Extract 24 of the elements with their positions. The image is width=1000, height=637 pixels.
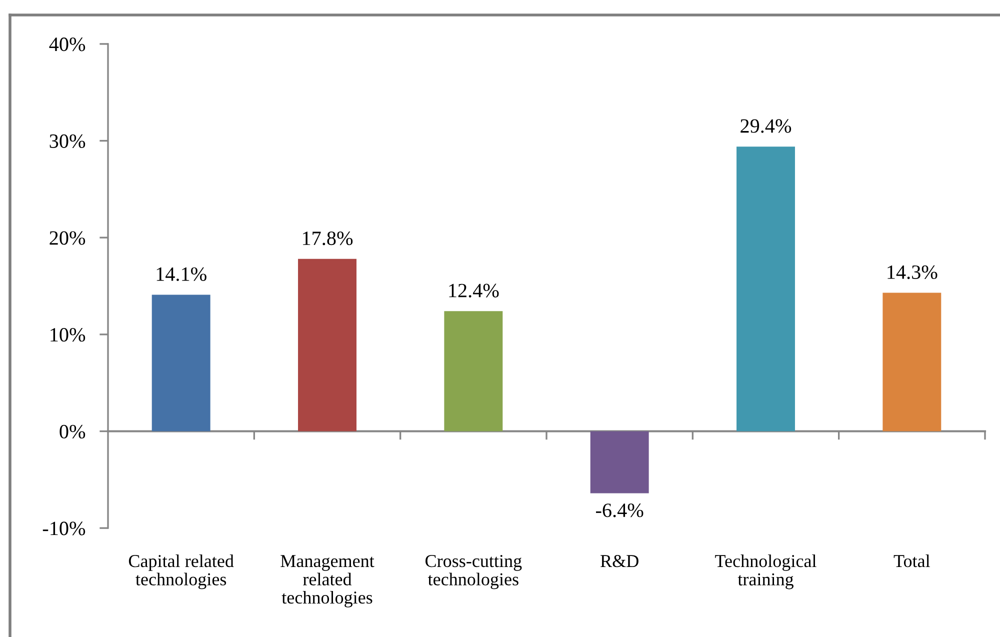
data-label: 14.3% [888, 265, 938, 280]
y-tick-label: 10% [50, 328, 86, 342]
x-tick-label: Total [894, 554, 930, 568]
y-tick-label: 20% [50, 231, 86, 245]
x-tick-label: Capital related technologies [128, 554, 234, 590]
data-label: 12.4% [449, 284, 499, 298]
x-tick-label: Management related technologies [280, 555, 374, 608]
bar [736, 146, 795, 432]
x-tick-label: Technological training [715, 554, 816, 590]
bar [882, 292, 942, 432]
bar [590, 431, 649, 494]
y-tick-label: 30% [50, 134, 86, 148]
bar [444, 311, 503, 432]
y-tick-label: -10% [42, 522, 86, 536]
data-label: -6.4% [596, 504, 644, 518]
data-label: 29.4% [740, 119, 792, 133]
data-label: 17.8% [303, 232, 353, 246]
data-label: 14.1% [156, 267, 206, 281]
bar [298, 258, 356, 432]
y-tick-label: 40% [49, 38, 86, 52]
x-tick-label: R&D [600, 554, 638, 568]
x-tick-label: Cross-cutting technologies [426, 554, 522, 590]
y-tick-label: 0% [60, 424, 86, 438]
bar [152, 294, 210, 432]
